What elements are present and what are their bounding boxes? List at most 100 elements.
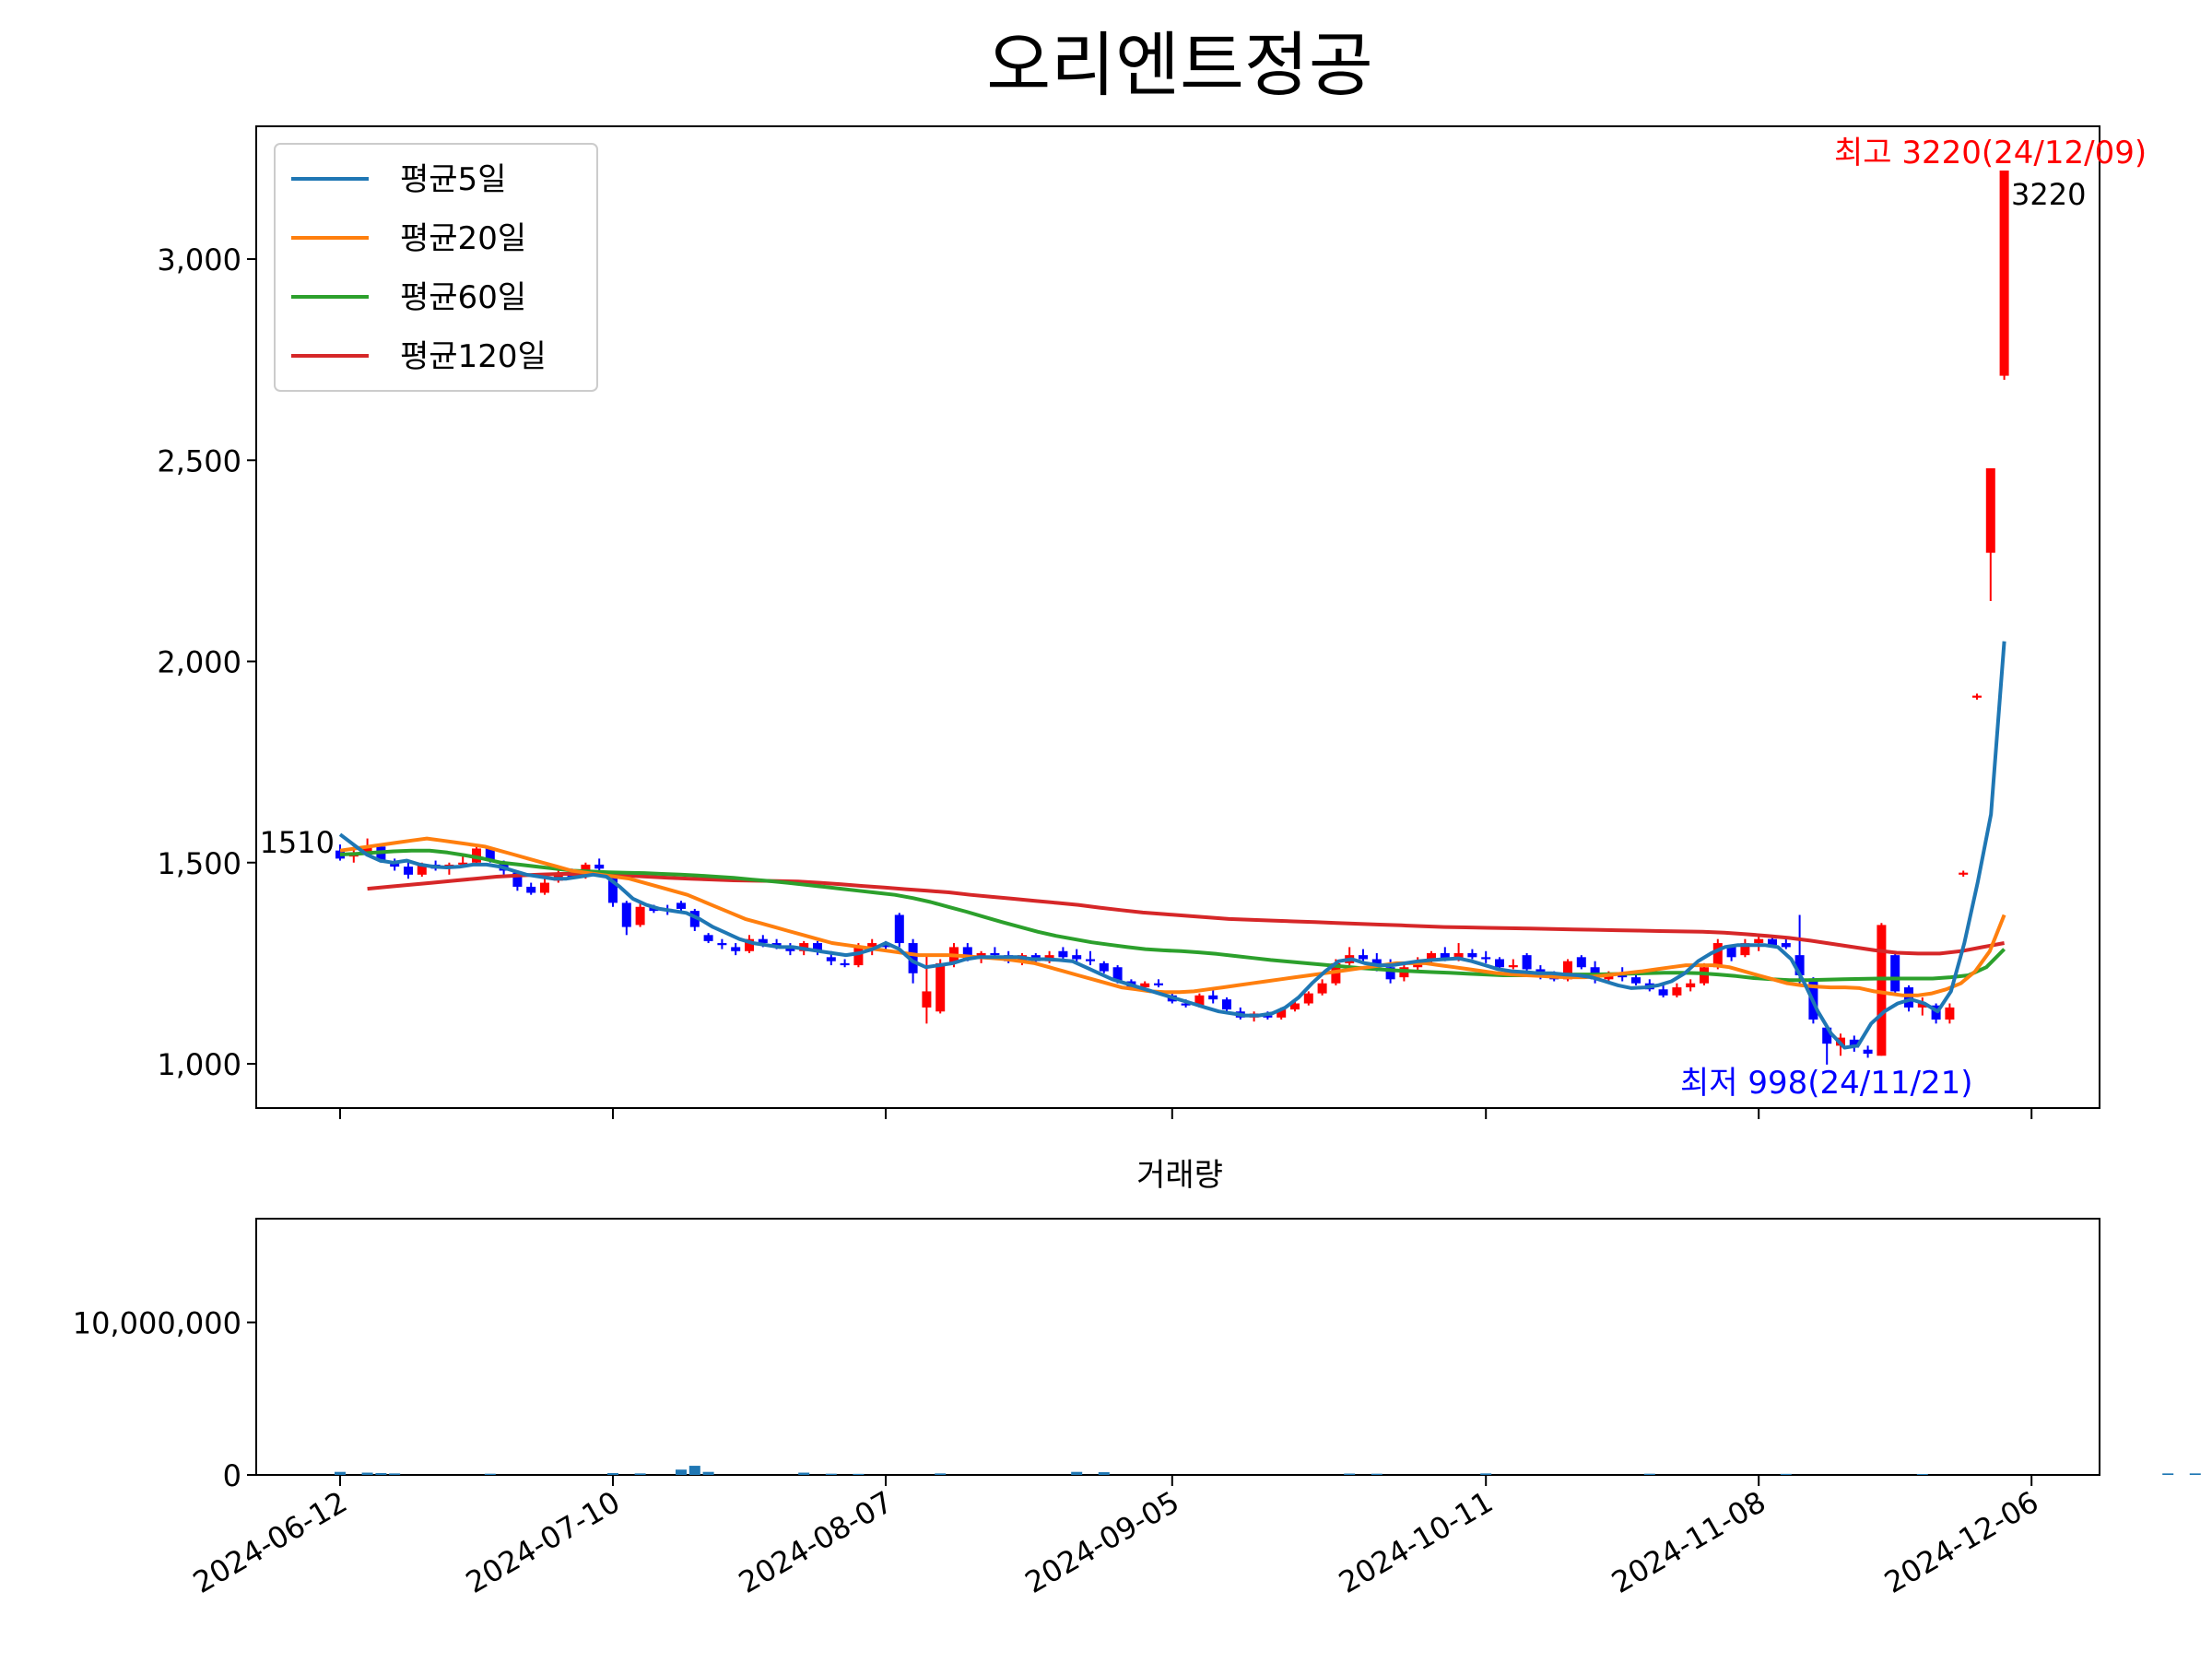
candle-body xyxy=(1712,943,1723,968)
candle-body xyxy=(1072,955,1082,960)
candle-body xyxy=(1999,171,2009,376)
volume-bar xyxy=(688,1466,700,1475)
candle-body xyxy=(526,886,536,893)
candle-body xyxy=(512,872,523,887)
candle-body xyxy=(1781,943,1791,948)
candle-body xyxy=(1863,1049,1873,1055)
legend-entry-label: 평균120일 xyxy=(400,338,547,375)
candle-body xyxy=(745,938,754,951)
candle-body xyxy=(1522,955,1532,970)
candle-body xyxy=(417,864,427,875)
low-annotation: 최저 998(24/11/21) xyxy=(1680,1065,1973,1102)
candle-body xyxy=(1290,1003,1300,1010)
candle-body xyxy=(1154,983,1163,985)
candle-body xyxy=(335,850,345,859)
candle-body xyxy=(594,864,605,869)
volume-y-tick-label: 10,000,000 xyxy=(73,1306,241,1341)
candle-body xyxy=(935,962,946,1012)
legend-box xyxy=(274,143,598,392)
legend-entry-label: 평균5일 xyxy=(400,161,506,198)
volume-axes-frame xyxy=(255,1218,2100,1476)
volume-bar xyxy=(361,1472,373,1475)
legend-entry-label: 평균20일 xyxy=(400,220,526,257)
volume-bar xyxy=(1071,1471,1083,1475)
volume-subtitle: 거래량 xyxy=(1136,1157,1223,1194)
candle-body xyxy=(1058,950,1068,958)
start-value-label: 1510 xyxy=(260,825,335,860)
candle-body xyxy=(390,862,400,867)
candle-body xyxy=(1277,1009,1287,1018)
candle-body xyxy=(1604,974,1614,980)
candle-body xyxy=(1985,468,1995,553)
volume-bar xyxy=(1371,1473,1382,1475)
volume-bar xyxy=(935,1473,947,1475)
candle-body xyxy=(404,867,413,875)
candle-body xyxy=(962,947,972,960)
candle-body xyxy=(758,938,768,944)
candle-body xyxy=(1754,938,1764,944)
candle-body xyxy=(1563,961,1572,980)
candle-body xyxy=(1822,1027,1832,1044)
candle-body xyxy=(677,902,686,909)
candle-body xyxy=(717,943,727,946)
candle-body xyxy=(813,943,822,951)
price-axes-frame xyxy=(255,125,2100,1109)
candle-body xyxy=(1303,993,1313,1004)
candle-body xyxy=(1794,955,1805,975)
candle-body xyxy=(621,902,631,927)
chart-title: 오리엔트정공 xyxy=(986,24,1373,106)
candle-body xyxy=(1440,952,1450,960)
volume-bar xyxy=(389,1473,401,1475)
candle-body xyxy=(1385,967,1395,980)
candle-body xyxy=(1508,965,1518,968)
candle-body xyxy=(908,943,918,973)
volume-bar xyxy=(853,1473,865,1475)
candle-body xyxy=(1208,995,1218,1000)
candle-body xyxy=(1112,967,1123,982)
price-y-tick-label: 2,000 xyxy=(157,645,241,680)
candle-body xyxy=(1672,987,1682,996)
candle-body xyxy=(1099,962,1109,972)
candle-body xyxy=(1140,983,1150,988)
candle-body xyxy=(635,906,645,926)
candle-body xyxy=(1768,938,1777,946)
candle-body xyxy=(1576,957,1586,968)
ma5-line xyxy=(338,641,2006,1050)
ma120-line xyxy=(367,872,2005,956)
candle-body xyxy=(1467,952,1477,958)
candle-body xyxy=(826,957,836,961)
candle-body xyxy=(608,874,618,903)
volume-bar xyxy=(798,1472,810,1475)
candle-body xyxy=(785,947,795,951)
volume-bar xyxy=(484,1473,496,1475)
candle-body xyxy=(1194,995,1205,1006)
candle-body xyxy=(1877,925,1887,1056)
candle-body xyxy=(922,991,932,1008)
candle-body xyxy=(731,947,741,951)
candle-body xyxy=(1263,1015,1273,1018)
volume-bar xyxy=(825,1473,837,1475)
candle-body xyxy=(458,862,468,865)
legend-entry-label: 평균60일 xyxy=(400,279,526,316)
ma20-line xyxy=(339,836,2006,997)
candle-body xyxy=(1086,959,1095,961)
price-y-tick-label: 2,500 xyxy=(157,443,241,478)
candle-body xyxy=(1890,955,1900,992)
volume-bar xyxy=(2162,1473,2174,1475)
volume-bar xyxy=(1344,1473,1356,1475)
candle-body xyxy=(1317,983,1327,994)
candle-body xyxy=(1453,952,1464,960)
candle-body xyxy=(1495,959,1504,968)
candle-body xyxy=(703,935,713,941)
candle-body xyxy=(1945,1007,1955,1020)
price-y-tick-label: 1,500 xyxy=(157,846,241,881)
candle-body xyxy=(1481,957,1491,960)
volume-bar xyxy=(1098,1472,1110,1475)
candle-body xyxy=(1222,999,1231,1010)
candle-body xyxy=(1849,1039,1859,1048)
price-panel: 1,000 1,500 2,000 2,500 3,000 1510 3220 최고 3220… xyxy=(157,125,2147,1119)
volume-bar xyxy=(1780,1473,1792,1475)
candle-body xyxy=(1631,977,1641,984)
